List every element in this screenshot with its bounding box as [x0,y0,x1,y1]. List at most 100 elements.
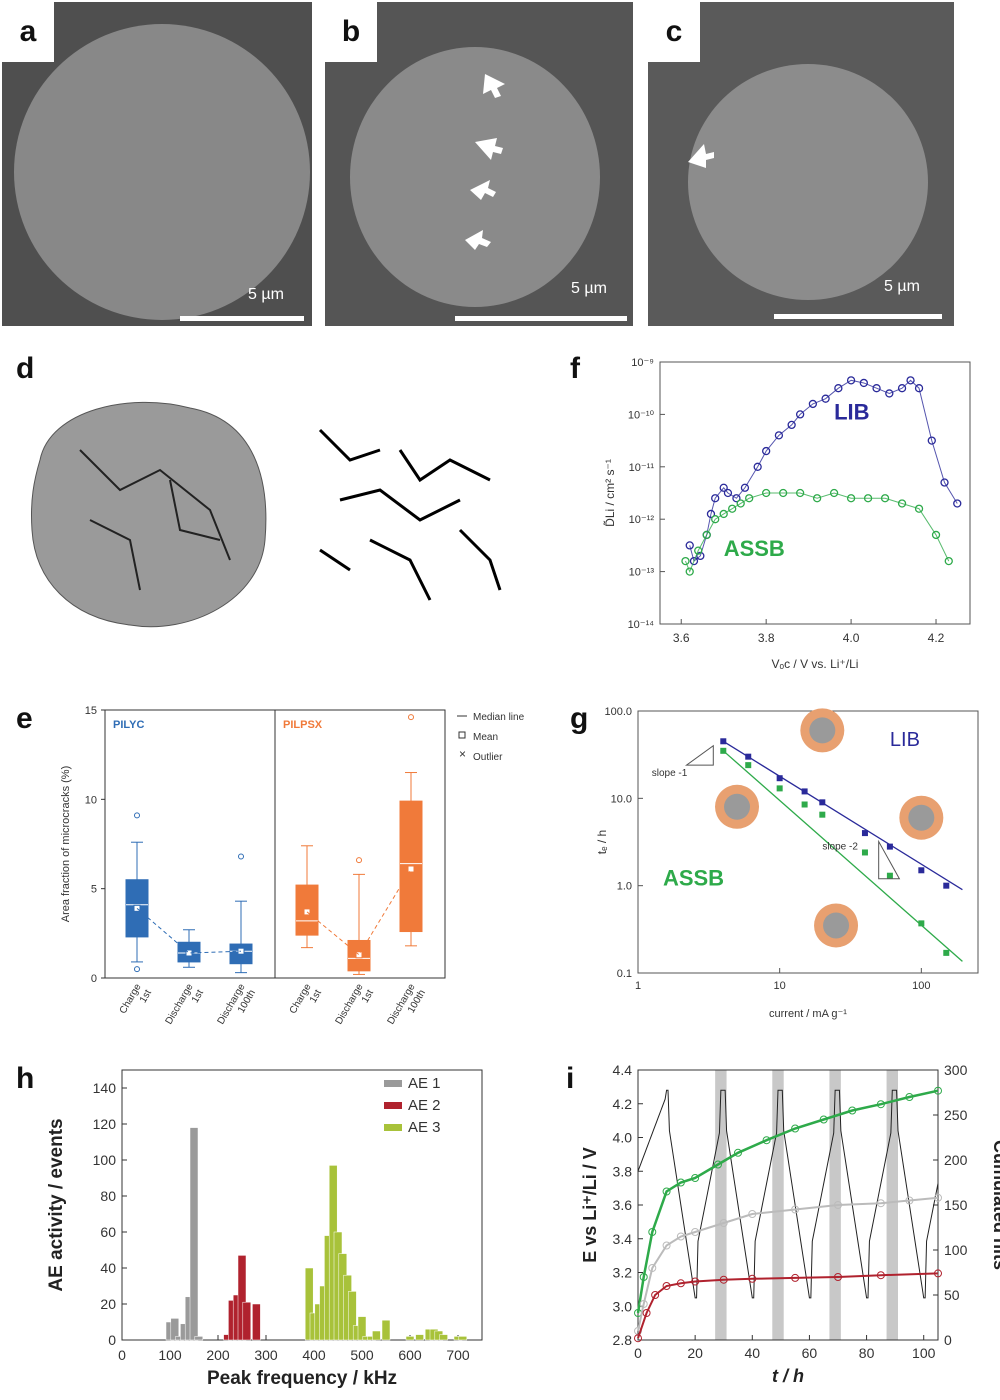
hits-point [748,1210,757,1218]
annotation-slope2: slope -2 [822,841,858,852]
hits-point [905,1196,914,1205]
data-point [719,483,728,492]
data-point [696,551,705,561]
hits-point [905,1093,914,1101]
data-point [774,431,784,440]
data-point [801,801,808,808]
hits-point [648,1264,657,1272]
x-axis-label: current / mA g⁻¹ [769,1008,847,1020]
data-point [685,567,694,576]
panel-label-i: i [566,1062,575,1095]
histogram-bar [304,1267,314,1341]
y-tick-label: 3.2 [613,1265,633,1281]
plot-frame [121,1069,483,1341]
data-point [762,488,771,498]
histogram-bar [242,1301,252,1341]
y-tick-label: 0 [108,1332,116,1348]
y-tick-label: 4.0 [613,1130,633,1146]
data-point [886,843,893,850]
shaded-band [886,1070,898,1340]
hits-point [791,1124,800,1133]
data-point [940,478,949,487]
hits-point [734,1148,742,1157]
hits-point [834,1273,842,1281]
hits-point [762,1136,771,1145]
x-tick-label: 100 [158,1347,182,1363]
arrow-icons-b [465,74,505,250]
chart-g: 1 10 100 0.1 1.0 10.0 100.0 current / mA g⁻¹ tₑ … [595,706,979,1020]
hits-point [819,1115,828,1124]
annotation-slope1: slope -1 [652,768,688,779]
data-point [821,394,830,403]
hits-point [639,1300,648,1308]
y-tick-label: 120 [93,1116,117,1132]
particle-core-icon [809,717,836,744]
y2-tick-label: 250 [944,1107,968,1123]
arrow-icon-c [688,144,714,168]
scale-text-b: 5 µm [571,280,607,297]
y2-tick-label: 150 [944,1197,968,1213]
data-point [776,785,783,792]
panel-label-c: c [648,2,700,62]
fit-line [722,740,963,891]
data-point [719,509,728,519]
y2-tick-label: 100 [944,1242,968,1258]
y-tick-label: 10⁻¹¹ [629,462,655,474]
y-axis-label: E vs Li⁺/Li / V [580,1147,600,1263]
data-point [897,384,907,393]
data-point [720,738,727,745]
y-tick-label: 0 [91,973,97,985]
hits-point [876,1100,885,1109]
y-tick-label: 3.8 [613,1163,633,1179]
hits-point [676,1178,685,1187]
data-point [819,811,826,818]
hits-point [662,1282,671,1290]
category-label: Discharge100th [386,982,429,1033]
data-point [846,376,856,385]
hits-point [662,1187,671,1196]
scale-bar-b [455,316,627,321]
hits-point [648,1228,657,1236]
hits-point [642,1309,651,1317]
data-point [931,530,941,540]
crack-images-d [31,401,502,628]
data-point [943,882,950,889]
data-point [885,389,894,398]
data-point [914,384,924,393]
outlier [134,966,140,973]
x-tick-label: 1 [635,980,641,992]
data-point [863,494,873,503]
particle-a [14,24,310,320]
scale-text-c: 5 µm [884,278,920,295]
hits-point [634,1334,642,1343]
data-point [694,546,703,555]
category-label: Discharge1st [334,982,377,1033]
data-point [861,830,868,837]
histogram-bar [348,1291,357,1341]
data-point [711,494,720,503]
data-point [762,446,771,456]
data-point [897,499,907,508]
x-tick-label: 700 [446,1347,470,1363]
data-point [720,747,727,754]
y-axis-label: tₑ / h [595,830,609,854]
data-point [859,378,868,388]
y2-tick-label: 50 [944,1287,960,1303]
scale-bar-a [180,316,304,321]
hits-point [691,1277,700,1286]
hits-point [834,1201,842,1209]
hits-point [848,1106,857,1115]
data-point [702,530,711,540]
data-point [812,494,822,503]
x-tick-label: 100 [912,980,930,992]
x-tick-label: 40 [744,1345,760,1361]
hits-point [651,1291,660,1299]
hits-point [934,1193,942,1202]
data-point [706,509,716,519]
y-tick-label: 4.2 [613,1096,633,1112]
mean-connector [306,868,412,956]
mean-marker [355,951,363,959]
chart-h: 0 100 200 300 400 500 600 700 0 20 40 60 80 100 120 140… [46,1069,483,1389]
outlier [238,853,244,860]
x-tick-label: 600 [398,1347,422,1363]
